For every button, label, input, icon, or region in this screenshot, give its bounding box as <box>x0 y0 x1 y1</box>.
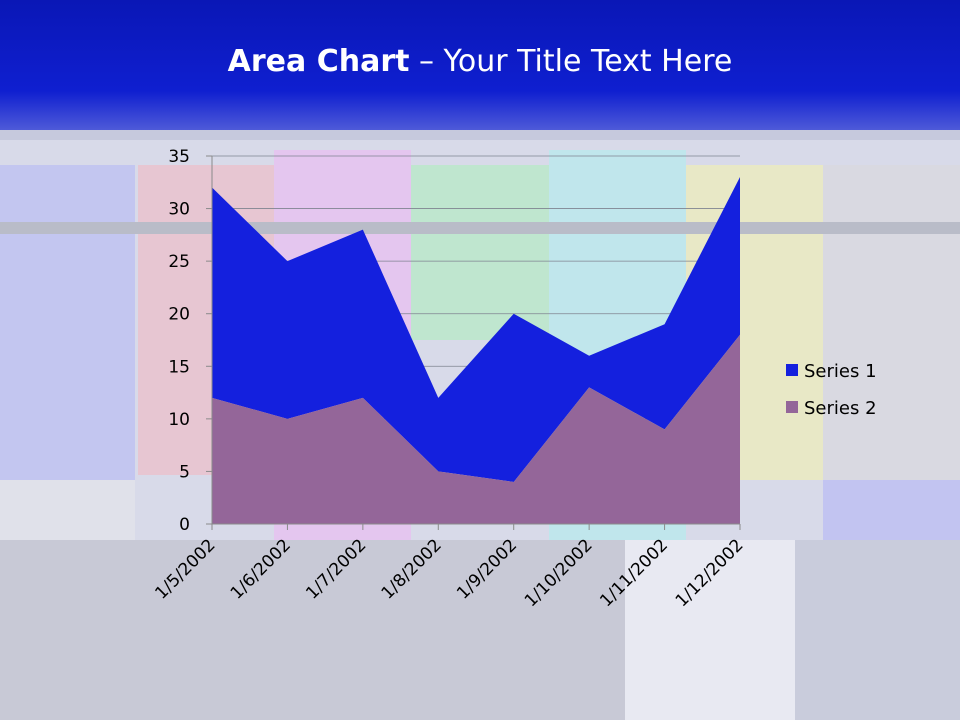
y-tick-label: 25 <box>168 252 190 272</box>
x-tick-label: 1/12/2002 <box>672 535 748 611</box>
series-1-area <box>212 177 740 482</box>
y-tick-label: 15 <box>168 357 190 377</box>
y-tick-label: 5 <box>179 462 190 482</box>
x-tick-label: 1/10/2002 <box>521 535 597 611</box>
legend-swatch-series-2 <box>786 401 798 413</box>
x-tick-label: 1/9/2002 <box>453 535 521 603</box>
x-tick-label: 1/11/2002 <box>596 535 672 611</box>
y-tick-label: 20 <box>168 305 190 325</box>
title-bar <box>0 0 960 130</box>
slide-title-rest: – Your Title Text Here <box>409 44 733 79</box>
series-2-area <box>212 334 740 524</box>
y-tick-label: 0 <box>179 515 190 535</box>
x-tick-label: 1/6/2002 <box>227 535 295 603</box>
legend-label-series-1: Series 1 <box>804 361 877 382</box>
legend-label-series-2: Series 2 <box>804 398 877 419</box>
y-tick-label: 10 <box>168 410 190 430</box>
x-tick-label: 1/5/2002 <box>151 535 219 603</box>
slide-title-bold: Area Chart <box>227 44 410 79</box>
legend-swatch-series-1 <box>786 364 798 376</box>
x-tick-label: 1/8/2002 <box>378 535 446 603</box>
slide-title: Area Chart – Your Title Text Here <box>0 42 960 82</box>
y-tick-label: 30 <box>168 200 190 220</box>
x-tick-label: 1/7/2002 <box>302 535 370 603</box>
y-tick-label: 35 <box>168 147 190 167</box>
